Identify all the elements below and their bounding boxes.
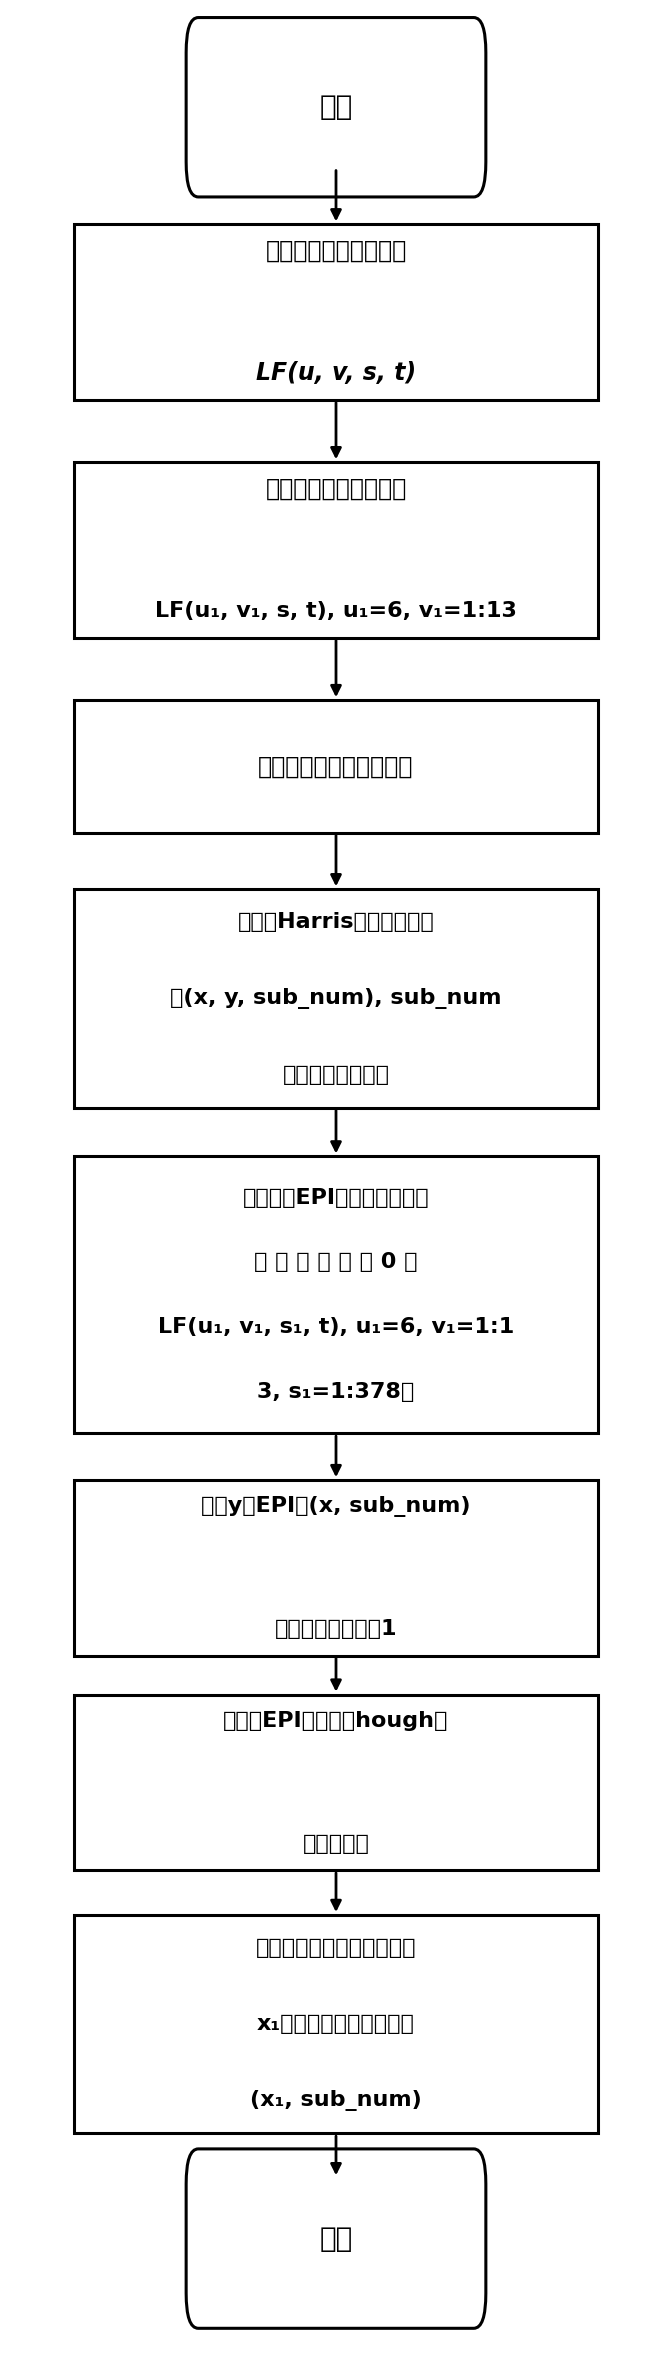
Text: 将第y个EPI的(x, sub_num): 将第y个EPI的(x, sub_num) xyxy=(201,1496,471,1518)
Text: x₁，光场图像关键位置为: x₁，光场图像关键位置为 xyxy=(257,2015,415,2034)
FancyBboxPatch shape xyxy=(186,17,486,197)
Text: 位置的像素值置为1: 位置的像素值置为1 xyxy=(275,1620,397,1639)
Text: 提取水平EPI立方体，将图像: 提取水平EPI立方体，将图像 xyxy=(243,1187,429,1209)
FancyBboxPatch shape xyxy=(74,1156,598,1432)
Text: 读入四维光场图像矩阵: 读入四维光场图像矩阵 xyxy=(265,238,407,262)
Text: LF(u₁, v₁, s, t), u₁=6, v₁=1:13: LF(u₁, v₁, s, t), u₁=6, v₁=1:13 xyxy=(155,602,517,621)
Text: 中心行子孔径图像灰度化: 中心行子孔径图像灰度化 xyxy=(258,754,414,778)
Text: 求线上角点横坐标的平均值: 求线上角点横坐标的平均值 xyxy=(256,1937,416,1958)
FancyBboxPatch shape xyxy=(74,1915,598,2134)
FancyBboxPatch shape xyxy=(74,699,598,833)
Text: LF(u₁, v₁, s₁, t), u₁=6, v₁=1:1: LF(u₁, v₁, s₁, t), u₁=6, v₁=1:1 xyxy=(158,1318,514,1337)
Text: (x₁, sub_num): (x₁, sub_num) xyxy=(250,2091,422,2110)
FancyBboxPatch shape xyxy=(74,1694,598,1870)
Text: 对每个EPI图像进行hough线: 对每个EPI图像进行hough线 xyxy=(223,1711,449,1732)
FancyBboxPatch shape xyxy=(195,2179,477,2298)
Text: 为子孔径图像编号: 为子孔径图像编号 xyxy=(282,1066,390,1085)
Text: 多尺度Harris角点检测，角: 多尺度Harris角点检测，角 xyxy=(238,911,434,933)
Text: 提取中心行子孔径图像: 提取中心行子孔径图像 xyxy=(265,476,407,500)
Text: 像 素 值 全 置 为 0 。: 像 素 值 全 置 为 0 。 xyxy=(254,1251,418,1273)
FancyBboxPatch shape xyxy=(195,48,477,167)
Text: 3, s₁=1:378。: 3, s₁=1:378。 xyxy=(257,1382,415,1401)
Text: LF(u, v, s, t): LF(u, v, s, t) xyxy=(256,362,416,385)
Text: 开始: 开始 xyxy=(319,93,353,121)
FancyBboxPatch shape xyxy=(186,2148,486,2329)
Text: 点(x, y, sub_num), sub_num: 点(x, y, sub_num), sub_num xyxy=(170,987,502,1009)
FancyBboxPatch shape xyxy=(74,224,598,400)
FancyBboxPatch shape xyxy=(74,1480,598,1656)
Text: 检测和过滤: 检测和过滤 xyxy=(302,1834,370,1853)
FancyBboxPatch shape xyxy=(74,462,598,638)
FancyBboxPatch shape xyxy=(74,890,598,1109)
Text: 结束: 结束 xyxy=(319,2224,353,2253)
